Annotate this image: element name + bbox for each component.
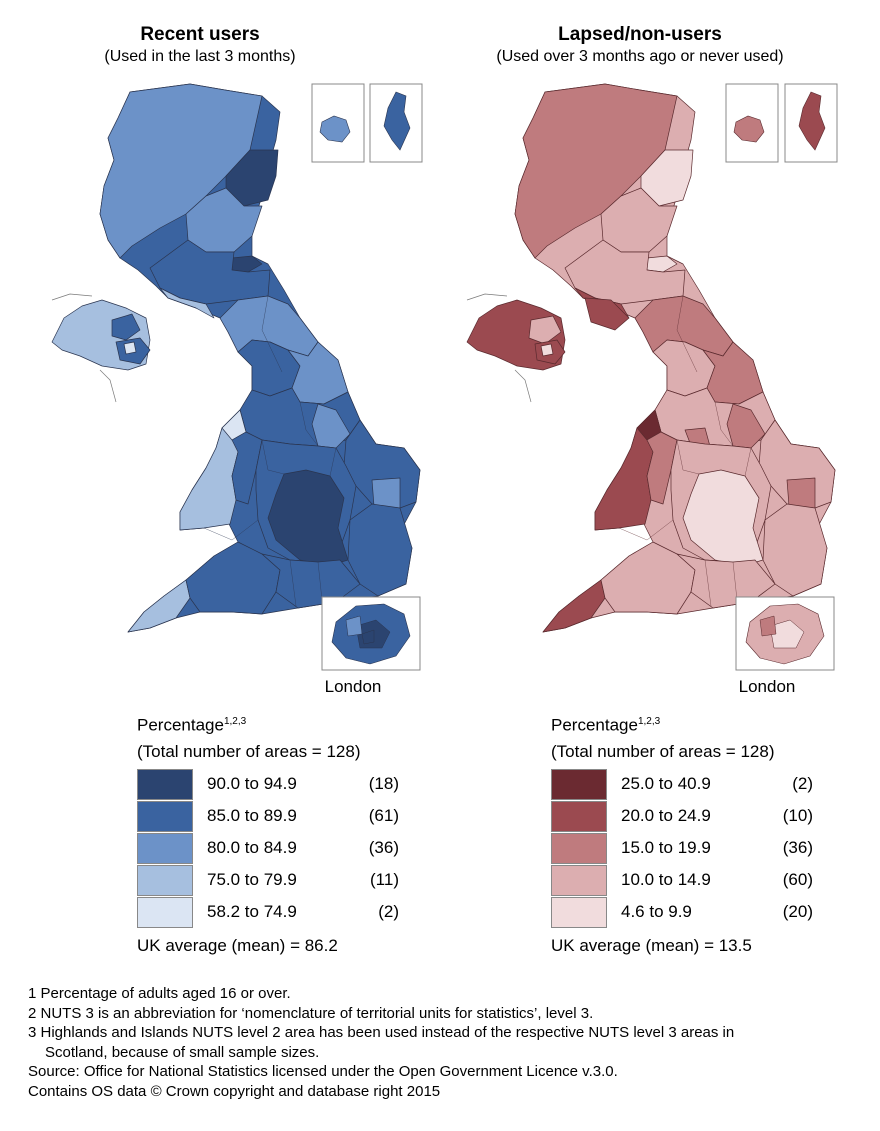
lapsed-users-map bbox=[466, 83, 836, 633]
legend-swatch bbox=[137, 896, 193, 928]
legend-count: (2) bbox=[378, 902, 399, 921]
legend-range: 80.0 to 84.9 bbox=[207, 838, 297, 857]
recent-users-map bbox=[51, 83, 421, 633]
legend-swatch bbox=[551, 896, 607, 928]
legend-swatch bbox=[551, 768, 607, 800]
legend-count: (10) bbox=[782, 806, 813, 825]
lapsed-legend-heading: Percentage1,2,3 (Total number of areas =… bbox=[551, 709, 851, 765]
region-highlands-islands bbox=[99, 83, 263, 259]
footnote-1: 1 Percentage of adults aged 16 or over. bbox=[28, 985, 291, 1002]
legend-range: 58.2 to 74.9 bbox=[207, 902, 297, 921]
legend-row: 85.0 to 89.9 (61) bbox=[137, 800, 399, 832]
legend-swatch bbox=[551, 864, 607, 896]
legend-row: 58.2 to 74.9 (2) bbox=[137, 896, 399, 928]
recent-map-subtitle: (Used in the last 3 months) bbox=[104, 48, 296, 65]
region-ni-belfast bbox=[540, 343, 554, 357]
legend-count: (61) bbox=[368, 806, 399, 825]
legend-swatch bbox=[137, 800, 193, 832]
legend-range: 75.0 to 79.9 bbox=[207, 870, 297, 889]
footnote-3-continued: Scotland, because of small sample sizes. bbox=[45, 1043, 320, 1061]
lapsed-legend-footnote-refs: 1,2,3 bbox=[637, 716, 661, 727]
legend-range: 15.0 to 19.9 bbox=[621, 838, 711, 857]
lapsed-map-title: Lapsed/non-users bbox=[558, 24, 722, 45]
region-aberdeen bbox=[225, 149, 279, 207]
lapsed-legend-title: Percentage bbox=[551, 715, 638, 735]
legend-count: (20) bbox=[782, 902, 813, 921]
legend-swatch bbox=[137, 864, 193, 896]
region-kent-essex bbox=[762, 503, 828, 597]
legend-range: 10.0 to 14.9 bbox=[621, 870, 711, 889]
legend-count: (2) bbox=[792, 774, 813, 793]
legend-row: 75.0 to 79.9 (11) bbox=[137, 864, 399, 896]
legend-count: (60) bbox=[782, 870, 813, 889]
lapsed-legend-total: (Total number of areas = 128) bbox=[551, 741, 775, 761]
copyright-note: Contains OS data © Crown copyright and d… bbox=[28, 1082, 441, 1100]
region-highlands-islands bbox=[514, 83, 678, 259]
region-kent-essex bbox=[347, 503, 413, 597]
recent-london-label: London bbox=[324, 677, 382, 696]
legend-row: 10.0 to 14.9 (60) bbox=[551, 864, 813, 896]
legend-range: 25.0 to 40.9 bbox=[621, 774, 711, 793]
legend-swatch bbox=[137, 768, 193, 800]
region-scottish-borders bbox=[584, 297, 630, 331]
region-suffolk bbox=[371, 477, 401, 509]
legend-row: 4.6 to 9.9 (20) bbox=[551, 896, 813, 928]
region-ni-belfast-outer bbox=[528, 315, 562, 345]
footnote-2: 2 NUTS 3 is an abbreviation for ‘nomencl… bbox=[28, 1004, 594, 1022]
legend-row: 90.0 to 94.9 (18) bbox=[137, 768, 399, 800]
legend-range: 85.0 to 89.9 bbox=[207, 806, 297, 825]
legend-count: (36) bbox=[782, 838, 813, 857]
lapsed-london-inset bbox=[735, 596, 835, 671]
legend-count: (36) bbox=[368, 838, 399, 857]
region-aberdeen bbox=[640, 149, 694, 207]
region-suffolk bbox=[786, 477, 816, 509]
recent-map-title: Recent users bbox=[140, 24, 260, 45]
legend-swatch bbox=[551, 832, 607, 864]
lapsed-islands-insets bbox=[725, 83, 838, 163]
legend-swatch bbox=[137, 832, 193, 864]
recent-uk-average: UK average (mean) = 86.2 bbox=[137, 936, 338, 955]
recent-london-inset bbox=[321, 596, 421, 671]
recent-islands-insets bbox=[311, 83, 423, 163]
region-south-coast bbox=[676, 553, 776, 609]
lapsed-map-subtitle: (Used over 3 months ago or never used) bbox=[496, 48, 784, 65]
footnote-3: 3 Highlands and Islands NUTS level 2 are… bbox=[28, 1024, 735, 1041]
legend-count: (18) bbox=[368, 774, 399, 793]
region-cornwall bbox=[127, 579, 191, 633]
recent-legend-heading: Percentage1,2,3 (Total number of areas =… bbox=[137, 709, 437, 765]
lapsed-london-label: London bbox=[738, 677, 796, 696]
region-ni-belfast bbox=[123, 341, 137, 355]
recent-legend-footnote-refs: 1,2,3 bbox=[223, 716, 247, 727]
region-east-wales bbox=[231, 431, 263, 505]
legend-row: 20.0 to 24.9 (10) bbox=[551, 800, 813, 832]
legend-swatch bbox=[551, 800, 607, 832]
region-ni-belfast-outer bbox=[111, 313, 141, 341]
legend-range: 90.0 to 94.9 bbox=[207, 774, 297, 793]
region-south-coast bbox=[261, 553, 361, 609]
recent-legend-title: Percentage bbox=[137, 715, 224, 735]
legend-row: 25.0 to 40.9 (2) bbox=[551, 768, 813, 800]
legend-row: 80.0 to 84.9 (36) bbox=[137, 832, 399, 864]
lapsed-uk-average: UK average (mean) = 13.5 bbox=[551, 936, 752, 955]
legend-range: 4.6 to 9.9 bbox=[621, 902, 692, 921]
uk-choropleth-maps bbox=[51, 83, 838, 671]
legend-count: (11) bbox=[370, 870, 399, 889]
legend-row: 15.0 to 19.9 (36) bbox=[551, 832, 813, 864]
region-cornwall bbox=[542, 579, 606, 633]
footnotes: 1 Percentage of adults aged 16 or over. … bbox=[28, 984, 868, 1101]
legend-range: 20.0 to 24.9 bbox=[621, 806, 711, 825]
source-note: Source: Office for National Statistics l… bbox=[28, 1063, 618, 1080]
region-dumfries bbox=[159, 287, 215, 319]
region-east-wales bbox=[646, 431, 678, 505]
recent-legend-total: (Total number of areas = 128) bbox=[137, 741, 361, 761]
